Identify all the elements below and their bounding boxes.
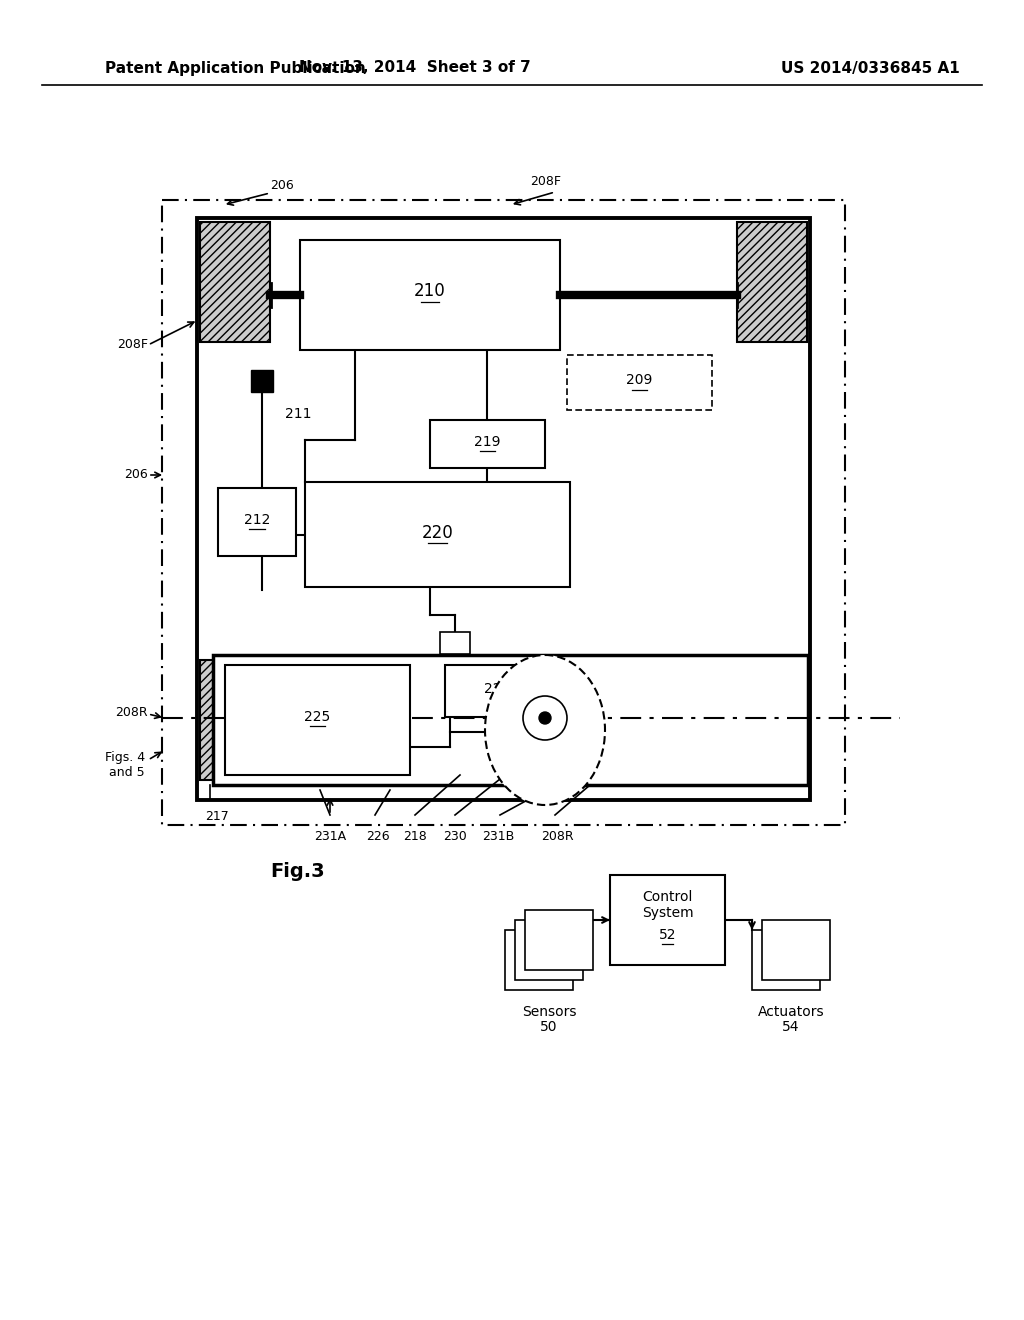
- Bar: [251, 370, 273, 392]
- Text: 208F: 208F: [117, 338, 148, 351]
- Text: 225: 225: [304, 710, 331, 723]
- Bar: [515, 920, 583, 979]
- Bar: [737, 660, 807, 780]
- Bar: [162, 201, 845, 825]
- Text: 206: 206: [124, 469, 148, 482]
- Bar: [610, 875, 725, 965]
- Bar: [300, 240, 560, 350]
- Text: 210: 210: [414, 282, 445, 300]
- Text: US 2014/0336845 A1: US 2014/0336845 A1: [780, 61, 959, 75]
- Text: 219: 219: [474, 436, 501, 449]
- Bar: [505, 931, 573, 990]
- Ellipse shape: [485, 655, 605, 805]
- Text: Actuators: Actuators: [758, 1005, 824, 1019]
- Bar: [305, 482, 570, 587]
- Text: System: System: [642, 906, 693, 920]
- Bar: [218, 488, 296, 556]
- Circle shape: [523, 696, 567, 741]
- Bar: [762, 920, 830, 979]
- Text: 208R: 208R: [541, 830, 573, 843]
- Bar: [430, 420, 545, 469]
- Text: and 5: and 5: [110, 766, 145, 779]
- Text: Patent Application Publication: Patent Application Publication: [105, 61, 366, 75]
- Bar: [213, 655, 808, 785]
- Text: Fig.3: Fig.3: [270, 862, 325, 880]
- Text: 231B: 231B: [482, 830, 514, 843]
- Text: 209: 209: [627, 374, 652, 388]
- Text: 52: 52: [658, 928, 676, 942]
- Bar: [737, 222, 807, 342]
- Text: Nov. 13, 2014  Sheet 3 of 7: Nov. 13, 2014 Sheet 3 of 7: [299, 61, 530, 75]
- Text: 226: 226: [367, 830, 390, 843]
- Bar: [200, 660, 270, 780]
- Text: 211: 211: [285, 407, 311, 421]
- Text: 220: 220: [422, 524, 454, 541]
- Text: 230: 230: [443, 830, 467, 843]
- Text: 231A: 231A: [314, 830, 346, 843]
- Text: 212: 212: [244, 513, 270, 527]
- Text: Control: Control: [642, 890, 692, 904]
- Text: 208R: 208R: [116, 705, 148, 718]
- Bar: [525, 909, 593, 970]
- Bar: [752, 931, 820, 990]
- Text: 54: 54: [782, 1020, 800, 1034]
- Text: 217: 217: [205, 810, 228, 822]
- Text: 50: 50: [541, 1020, 558, 1034]
- Text: Figs. 4: Figs. 4: [104, 751, 145, 764]
- Bar: [440, 632, 470, 653]
- Text: 206: 206: [270, 180, 294, 191]
- Text: 221: 221: [484, 682, 511, 696]
- Text: Sensors: Sensors: [522, 1005, 577, 1019]
- Text: 208F: 208F: [530, 176, 561, 187]
- Text: 218: 218: [403, 830, 427, 843]
- Bar: [445, 665, 550, 717]
- Bar: [567, 355, 712, 411]
- Bar: [200, 222, 270, 342]
- Bar: [225, 665, 410, 775]
- Bar: [197, 218, 810, 800]
- Circle shape: [539, 711, 551, 723]
